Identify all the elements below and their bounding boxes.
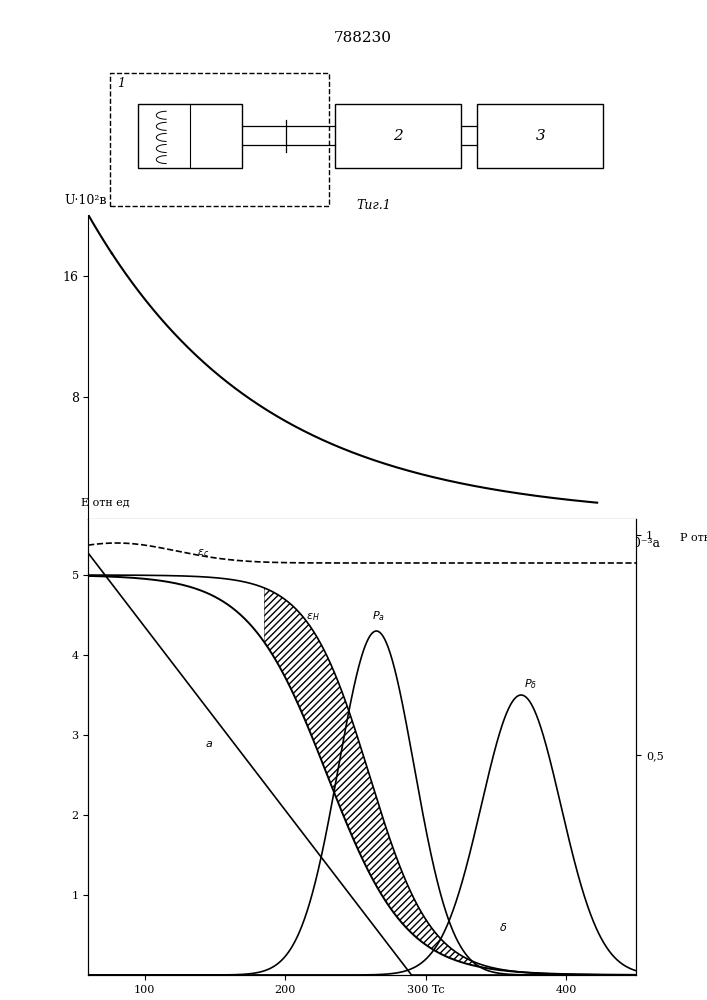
Text: $P_a$: $P_a$ [372,609,385,623]
Text: J·10⁻³а: J·10⁻³а [616,537,660,550]
Bar [477,104,604,168]
Text: 788230: 788230 [333,31,392,45]
Text: P отн ед: P отн ед [680,533,707,543]
Bar [335,104,461,168]
Text: 3: 3 [535,129,545,143]
Bar [110,73,329,206]
Text: Τиг.1: Τиг.1 [356,199,391,212]
Text: 1: 1 [117,77,125,90]
Text: 2: 2 [393,129,403,143]
Text: Τиг.2: Τиг.2 [345,572,380,585]
Text: U·10²в: U·10²в [65,194,107,207]
Bar [138,104,242,168]
Text: $\varepsilon_H$: $\varepsilon_H$ [306,611,320,623]
Text: $a$: $a$ [205,739,213,749]
Text: $P_\delta$: $P_\delta$ [524,677,537,691]
Text: E отн ед: E отн ед [81,497,130,507]
Text: $\delta$: $\delta$ [498,921,507,933]
Text: $\varepsilon_c$: $\varepsilon_c$ [197,547,209,559]
